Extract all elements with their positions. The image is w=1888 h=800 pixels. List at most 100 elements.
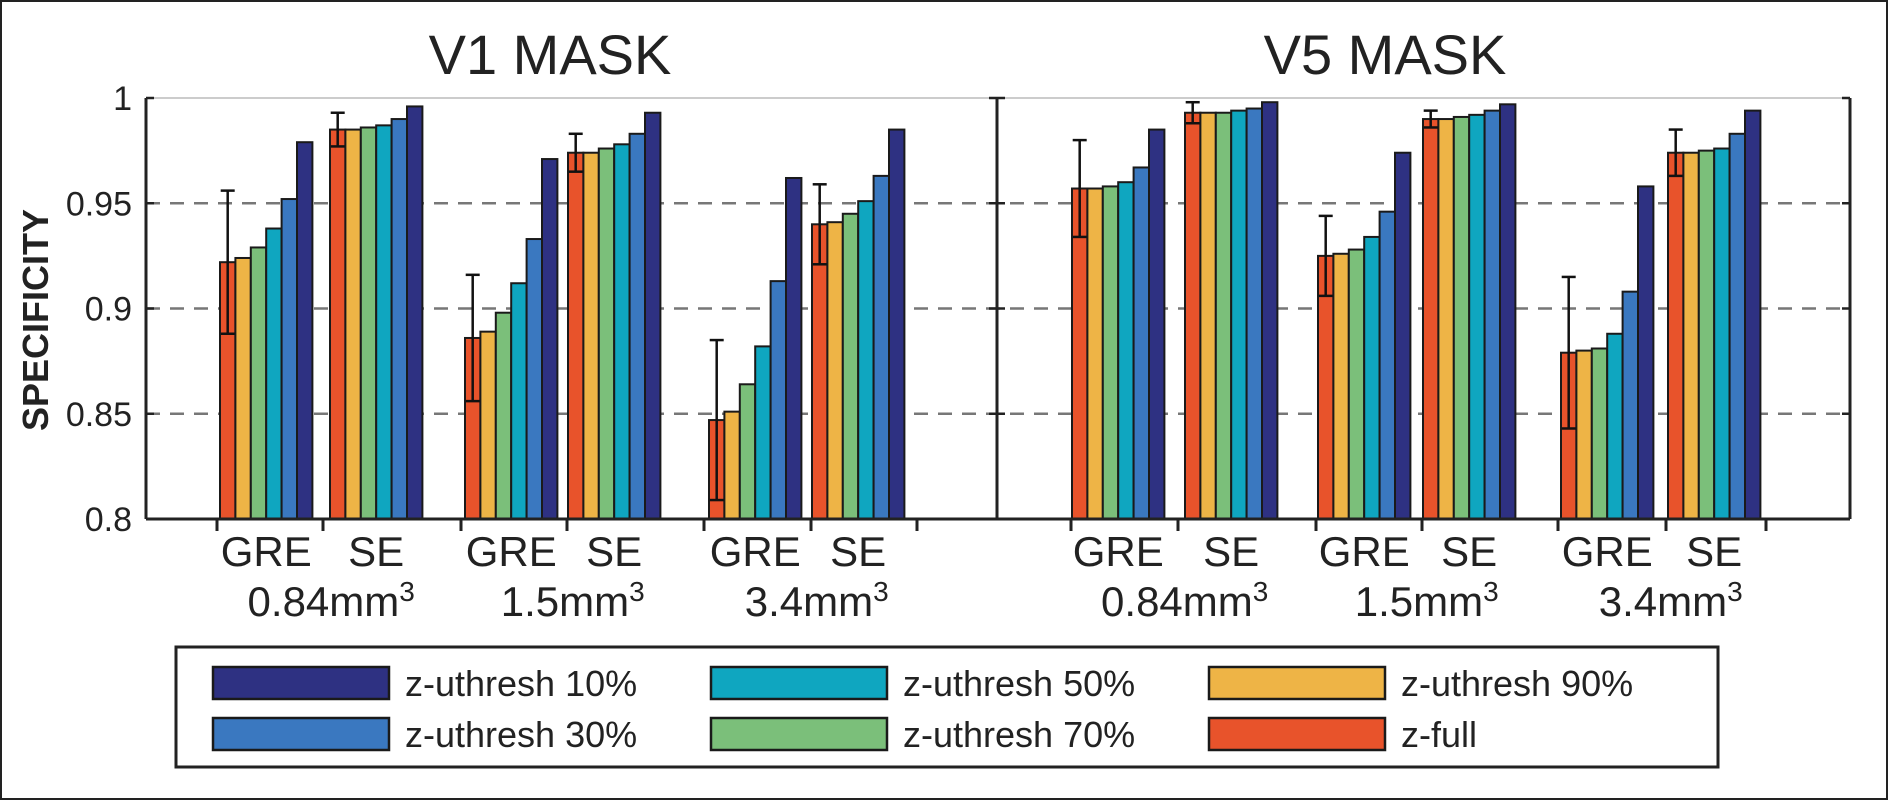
bar	[234, 256, 252, 520]
bar	[857, 200, 875, 521]
legend-label: z-uthresh 10%	[405, 663, 637, 704]
bar	[738, 383, 757, 520]
y-axis-label: SPECIFICITY	[15, 209, 56, 431]
bar	[1590, 347, 1609, 520]
x-category-label: SE	[348, 528, 404, 575]
bar	[1347, 248, 1366, 520]
bar	[280, 198, 299, 520]
legend: z-uthresh 10% z-uthresh 50% z-uthresh 90% z…	[174, 645, 1720, 769]
bar	[1499, 103, 1517, 520]
bar	[390, 118, 409, 521]
bar	[1667, 151, 1685, 520]
bar	[872, 174, 890, 520]
x-category-label: SE	[1441, 528, 1497, 575]
x-category-label: GRE	[1319, 528, 1410, 575]
y-tick-label: 0.95	[66, 185, 132, 223]
x-category-label: SE	[830, 528, 886, 575]
bar	[1621, 290, 1639, 520]
bar	[1378, 210, 1396, 520]
bar	[1637, 185, 1655, 520]
bar	[1261, 101, 1279, 521]
bar	[1148, 128, 1166, 520]
bar	[628, 132, 646, 520]
bar	[1452, 115, 1471, 520]
resolution-label: 1.5mm3	[501, 576, 645, 626]
x-category-label: SE	[1203, 528, 1259, 575]
panel-title-v5: V5 MASK	[1264, 23, 1507, 86]
x-category-label: GRE	[1073, 528, 1164, 575]
bar	[1199, 111, 1217, 521]
bar	[769, 280, 787, 521]
bar	[1363, 235, 1381, 520]
resolution-label: 0.84mm3	[248, 576, 415, 626]
x-category-label: GRE	[221, 528, 312, 575]
bar	[1682, 151, 1700, 520]
bar	[329, 128, 347, 520]
bar	[344, 128, 362, 520]
bar	[754, 345, 772, 521]
bar	[1184, 111, 1202, 521]
legend-swatch	[1207, 716, 1387, 752]
legend-label: z-uthresh 50%	[903, 663, 1135, 704]
bar	[541, 158, 559, 520]
bar	[826, 221, 844, 520]
y-tick-label: 0.85	[66, 396, 132, 434]
resolution-label: 3.4mm3	[745, 576, 889, 626]
bar	[1483, 109, 1501, 520]
bar	[249, 246, 268, 521]
bar	[265, 227, 283, 520]
bar	[841, 212, 860, 520]
y-tick-label: 0.8	[85, 501, 132, 539]
bar	[1214, 111, 1233, 521]
bar	[479, 330, 497, 520]
bar	[1468, 113, 1486, 520]
x-category-label: GRE	[1562, 528, 1653, 575]
legend-label: z-full	[1401, 714, 1477, 755]
bar	[1422, 118, 1440, 521]
bar	[582, 151, 600, 520]
x-category-label: GRE	[466, 528, 557, 575]
bar	[525, 238, 543, 520]
bar	[375, 124, 393, 521]
bar	[1697, 149, 1716, 520]
bar	[785, 176, 803, 521]
bar	[1728, 132, 1746, 520]
bar	[510, 282, 528, 520]
resolution-label: 1.5mm3	[1355, 576, 1499, 626]
bar	[1230, 109, 1248, 520]
x-category-label: GRE	[710, 528, 801, 575]
legend-swatch	[211, 716, 391, 752]
bar	[359, 126, 378, 520]
x-category-label: SE	[1686, 528, 1742, 575]
bar	[406, 105, 424, 520]
bar	[1394, 151, 1412, 520]
bar	[1132, 166, 1150, 520]
y-tick-label: 0.9	[85, 291, 132, 329]
bar	[1101, 185, 1120, 520]
legend-label: z-uthresh 70%	[903, 714, 1135, 755]
legend-box	[174, 645, 1720, 769]
bar	[1744, 109, 1762, 520]
bar	[1606, 332, 1624, 521]
bar	[888, 128, 906, 520]
bar	[811, 223, 829, 521]
bar	[597, 147, 616, 521]
bar	[1437, 118, 1455, 521]
bar	[723, 410, 741, 520]
legend-swatch	[1207, 665, 1387, 701]
resolution-label: 3.4mm3	[1599, 576, 1743, 626]
bar	[494, 311, 513, 520]
bar	[644, 111, 662, 521]
legend-label: z-uthresh 90%	[1401, 663, 1633, 704]
y-tick-label: 1	[113, 80, 132, 118]
legend-swatch	[211, 665, 391, 701]
legend-swatch	[709, 716, 889, 752]
resolution-label: 0.84mm3	[1101, 576, 1268, 626]
legend-swatch	[709, 665, 889, 701]
bar	[1117, 181, 1135, 520]
bar	[613, 143, 631, 520]
panel-title-v1: V1 MASK	[429, 23, 672, 86]
bar	[1245, 107, 1263, 521]
